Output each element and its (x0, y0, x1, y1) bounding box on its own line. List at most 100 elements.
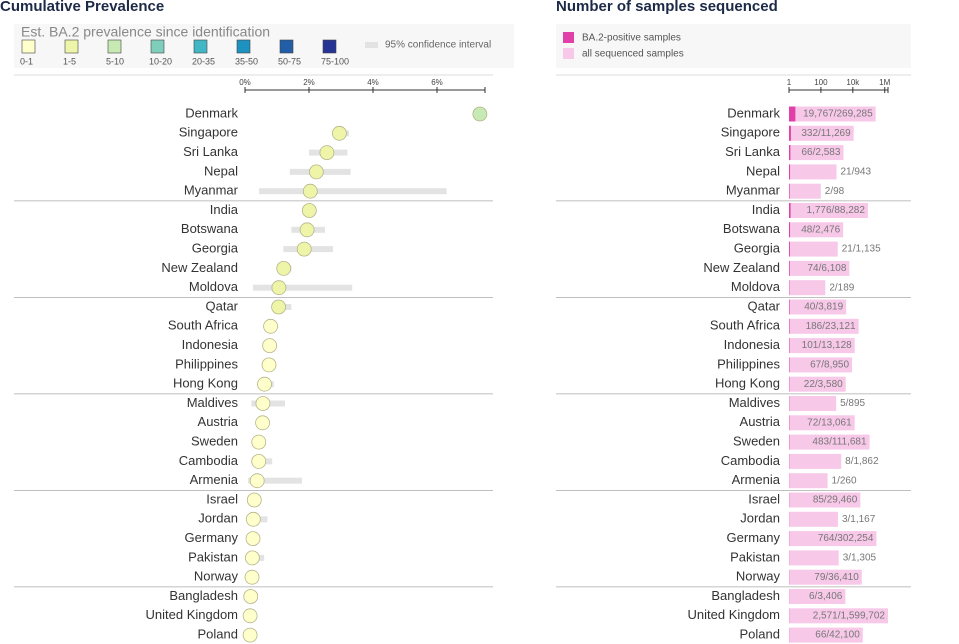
category-label: Moldova (189, 279, 239, 294)
legend-swatch (279, 39, 294, 54)
x-tick-label: 10k (846, 78, 860, 87)
bar-positive (789, 183, 790, 199)
legend-title: Est. BA.2 prevalence since identificatio… (21, 24, 270, 40)
dot (308, 164, 324, 180)
bar (789, 396, 837, 411)
category-label: Botswana (181, 221, 239, 236)
legend-swatch (236, 39, 251, 54)
data-label: 66/42,100 (815, 630, 860, 641)
legend-label: 95% confidence interval (385, 40, 491, 51)
data-label: 2/189 (829, 282, 854, 293)
category-label: South Africa (710, 318, 781, 333)
category-label: Jordan (198, 511, 238, 526)
category-label: Poland (740, 627, 780, 642)
category-label: Nepal (746, 163, 780, 178)
data-label: 21/1,135 (842, 244, 881, 255)
x-tick-label: 0% (239, 78, 251, 87)
bar-positive (789, 318, 790, 334)
legend-box (556, 24, 911, 68)
legend-label: 0-1 (20, 56, 33, 66)
category-label: Armenia (190, 472, 239, 487)
dot (246, 492, 262, 508)
x-tick-label: 2% (303, 78, 315, 87)
category-label: United Kingdom (688, 607, 781, 622)
dot (255, 396, 271, 411)
data-label: 101/13,128 (802, 340, 852, 351)
category-label: Austria (740, 414, 781, 429)
category-label: Nepal (204, 163, 238, 178)
legend-label: 1-5 (63, 56, 76, 66)
data-label: 483/111,681 (812, 437, 867, 448)
x-tick-label: 1 (787, 78, 792, 87)
legend-label: 35-50 (235, 56, 258, 66)
bar (789, 299, 847, 315)
legend-swatch (563, 48, 574, 59)
bar (789, 434, 870, 450)
category-label: South Africa (168, 318, 239, 333)
data-label: 2/98 (825, 186, 845, 197)
dot (244, 569, 260, 585)
bar-positive (789, 203, 791, 218)
dot (263, 318, 279, 334)
category-label: Bangladesh (711, 588, 780, 603)
category-label: Sri Lanka (183, 144, 239, 159)
dot (249, 473, 265, 489)
bar (789, 260, 850, 276)
category-label: Germany (727, 530, 781, 545)
category-label: Qatar (205, 298, 238, 313)
category-label: New Zealand (703, 260, 780, 275)
bar-positive (789, 222, 791, 238)
confidence-interval (253, 284, 353, 291)
x-tick-label: 4% (367, 78, 379, 87)
bar (789, 145, 844, 161)
category-label: New Zealand (161, 260, 238, 275)
bar (789, 589, 846, 604)
dot (296, 241, 312, 257)
data-label: 66/2,583 (802, 147, 841, 158)
dot (271, 280, 287, 296)
bar-positive (789, 299, 790, 315)
category-label: Cambodia (179, 453, 239, 468)
bar (789, 241, 838, 257)
x-tick-label: 1M (879, 78, 890, 87)
data-label: 67/8,950 (810, 360, 849, 371)
bar-positive (789, 260, 790, 276)
bar (789, 492, 861, 508)
category-label: Austria (198, 414, 239, 429)
dot (319, 145, 335, 161)
legend-swatch (322, 39, 337, 54)
dot (261, 357, 277, 373)
data-label: 40/3,819 (804, 302, 843, 313)
legend-swatch (64, 39, 79, 54)
confidence-interval (248, 477, 302, 484)
bar (789, 106, 876, 122)
dot (242, 627, 258, 643)
bar (789, 376, 846, 392)
data-label: 1,776/88,282 (807, 205, 866, 216)
bar (789, 222, 844, 238)
category-label: Israel (206, 491, 238, 506)
data-label: 332/11,269 (801, 128, 851, 139)
category-label: Denmark (185, 105, 238, 120)
dot (242, 608, 258, 624)
category-label: Maldives (187, 395, 239, 410)
legend-swatch (150, 39, 165, 54)
category-label: Maldives (729, 395, 781, 410)
legend-swatch (107, 39, 122, 54)
confidence-interval (259, 188, 447, 195)
category-label: Philippines (175, 356, 238, 371)
category-label: Qatar (747, 298, 780, 313)
dot (331, 125, 347, 141)
x-tick-label: 6% (431, 78, 443, 87)
category-label: Jordan (740, 511, 780, 526)
data-label: 1/260 (832, 475, 857, 486)
legend-label: 75-100 (321, 56, 349, 66)
category-label: Georgia (192, 241, 239, 256)
bar (789, 357, 853, 373)
category-label: Georgia (734, 241, 781, 256)
data-label: 764/302,254 (818, 533, 874, 544)
category-label: Botswana (723, 221, 781, 236)
dot (472, 106, 488, 122)
bar (789, 550, 839, 566)
dot (271, 299, 287, 315)
